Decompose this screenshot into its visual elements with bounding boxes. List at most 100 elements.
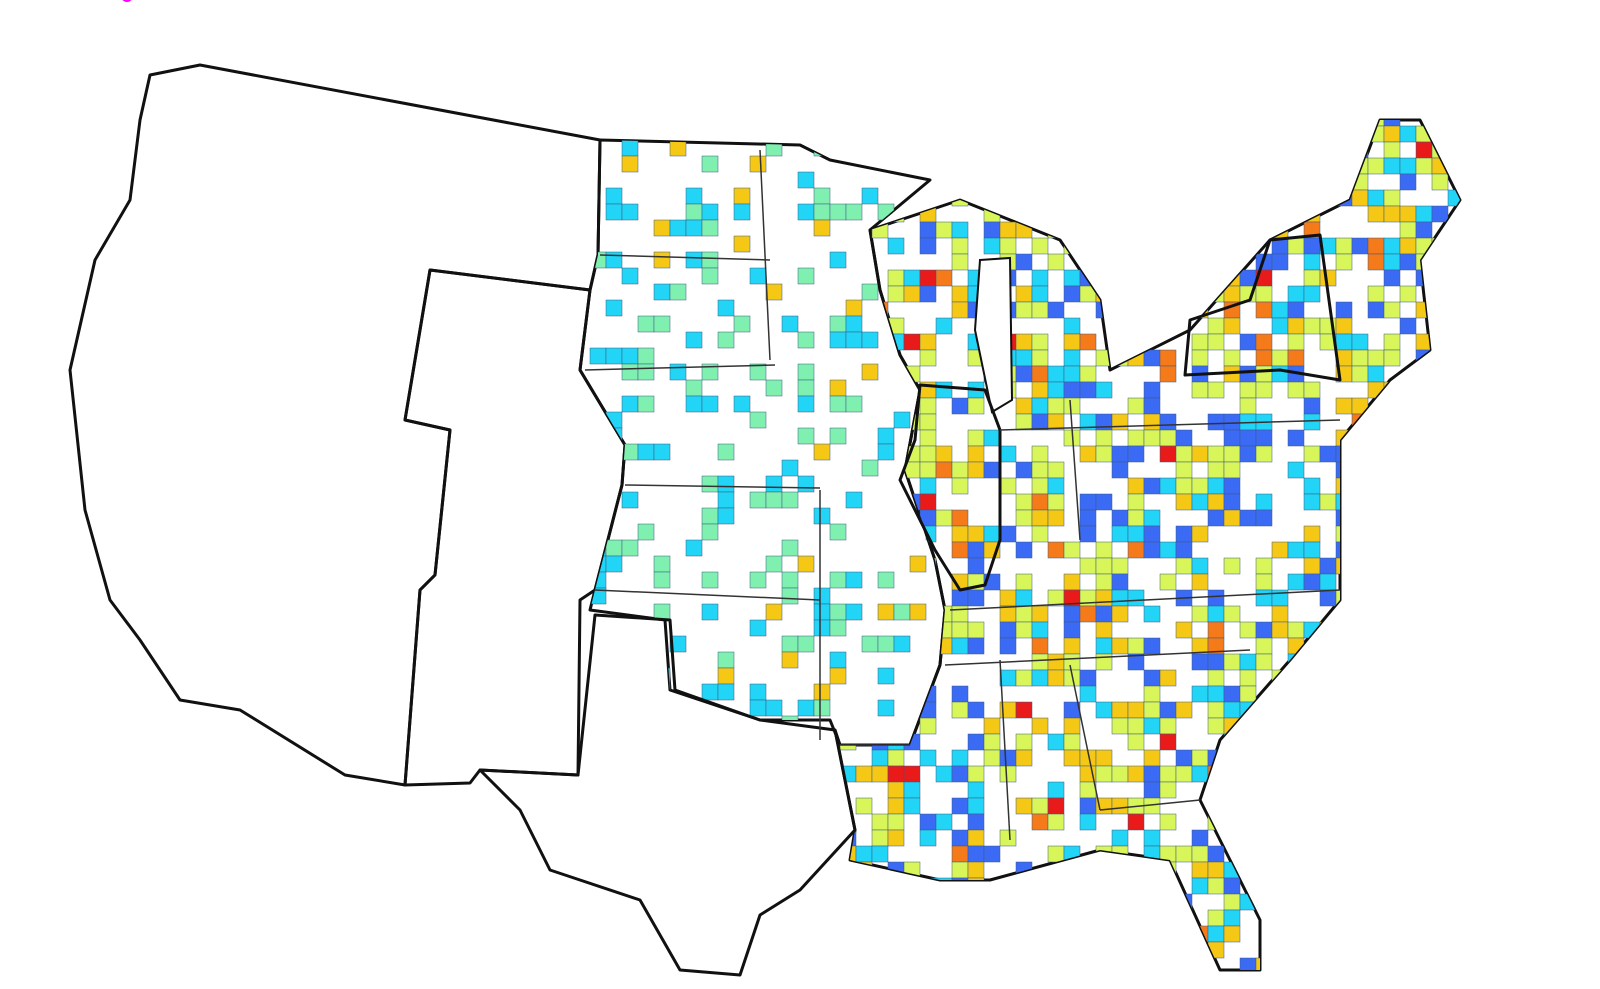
county-cell <box>1256 974 1272 989</box>
county-cell <box>1447 237 1460 255</box>
county-cell <box>1303 285 1321 303</box>
state-border-line <box>1069 664 1101 811</box>
county-cell <box>701 523 719 541</box>
county-cell <box>1271 717 1289 735</box>
county-cell <box>1399 397 1417 415</box>
county-cell <box>951 749 969 767</box>
county-cell <box>855 269 873 287</box>
county-cell <box>999 909 1017 927</box>
county-cell <box>1367 349 1385 367</box>
county-cell <box>1447 733 1460 751</box>
county-cell <box>1207 253 1225 271</box>
county-cell <box>1223 205 1241 223</box>
county-cell <box>967 637 985 655</box>
county-cell <box>1223 797 1241 815</box>
county-cell <box>1031 637 1049 655</box>
county-cell <box>1127 189 1145 207</box>
county-cell <box>1351 189 1369 207</box>
county-cell <box>919 621 937 639</box>
county-cell <box>871 557 889 575</box>
county-cell <box>1464 494 1480 510</box>
county-cell <box>1239 669 1257 687</box>
county-cell <box>1351 845 1369 863</box>
county-cell <box>1095 941 1113 959</box>
county-cell <box>877 699 895 717</box>
county-cell <box>685 203 703 221</box>
county-cell <box>1127 493 1145 511</box>
county-cell <box>1319 909 1337 927</box>
county-cell <box>887 269 905 287</box>
state-border-line <box>949 589 1341 611</box>
county-cell <box>1303 237 1321 255</box>
county-cell <box>637 635 655 653</box>
county-cell <box>1303 317 1321 335</box>
county-cell <box>983 909 1001 927</box>
county-cell <box>1399 589 1417 607</box>
county-cell <box>1335 525 1353 543</box>
county-cell <box>1031 333 1049 351</box>
county-cell <box>1047 397 1065 415</box>
county-cell <box>1287 541 1305 559</box>
county-cell <box>1399 221 1417 239</box>
county-cell <box>1127 445 1145 463</box>
county-cell <box>871 733 889 751</box>
county-cell <box>1111 509 1129 527</box>
county-cell <box>925 731 943 745</box>
county-cell <box>1255 557 1273 575</box>
county-cell <box>1143 701 1161 719</box>
county-cell <box>1063 925 1081 943</box>
county-cell <box>1047 941 1065 959</box>
county-cell <box>1143 685 1161 703</box>
county-cell <box>855 765 873 783</box>
county-cell <box>952 974 968 989</box>
county-cell <box>1351 461 1369 479</box>
county-cell <box>1415 653 1433 671</box>
county-cell <box>1079 221 1097 239</box>
state-border-line <box>1069 399 1081 541</box>
county-cell <box>653 219 671 237</box>
county-cell <box>733 315 751 333</box>
county-cell <box>1031 461 1049 479</box>
county-cell <box>919 120 937 127</box>
county-cell <box>1383 669 1401 687</box>
county-cell <box>1079 157 1097 175</box>
county-cell <box>1239 157 1257 175</box>
county-cell <box>967 589 985 607</box>
county-cell <box>1048 974 1064 989</box>
county-cell <box>1447 493 1460 511</box>
county-cell <box>1063 733 1081 751</box>
county-cell <box>1175 269 1193 287</box>
county-cell <box>1319 861 1337 879</box>
county-cell <box>1431 637 1449 655</box>
county-cell <box>701 603 719 621</box>
county-cell <box>1095 845 1113 863</box>
county-cell <box>919 429 937 447</box>
county-cell <box>1063 365 1081 383</box>
county-cell <box>1015 941 1033 959</box>
county-cell <box>919 269 937 287</box>
county-cell <box>839 509 857 527</box>
county-cell <box>1399 381 1417 399</box>
county-cell <box>1127 925 1145 943</box>
county-cell <box>1464 590 1480 606</box>
county-cell <box>1143 125 1161 143</box>
county-cell <box>1111 909 1129 927</box>
county-cell <box>1383 333 1401 351</box>
county-cell <box>1383 781 1401 799</box>
county-cell <box>1255 749 1273 767</box>
county-cell <box>1303 253 1321 271</box>
county-cell <box>1063 397 1081 415</box>
county-cell <box>1464 526 1480 542</box>
county-cell <box>653 731 671 745</box>
county-cell <box>653 251 671 269</box>
county-cell <box>1431 493 1449 511</box>
county-cell <box>839 893 857 911</box>
county-cell <box>1031 189 1049 207</box>
county-cell <box>887 797 905 815</box>
county-cell <box>999 477 1017 495</box>
county-cell <box>653 571 671 589</box>
county-cell <box>813 203 831 221</box>
county-cell <box>1287 120 1305 127</box>
county-cell <box>685 731 703 745</box>
county-cell <box>1191 205 1209 223</box>
